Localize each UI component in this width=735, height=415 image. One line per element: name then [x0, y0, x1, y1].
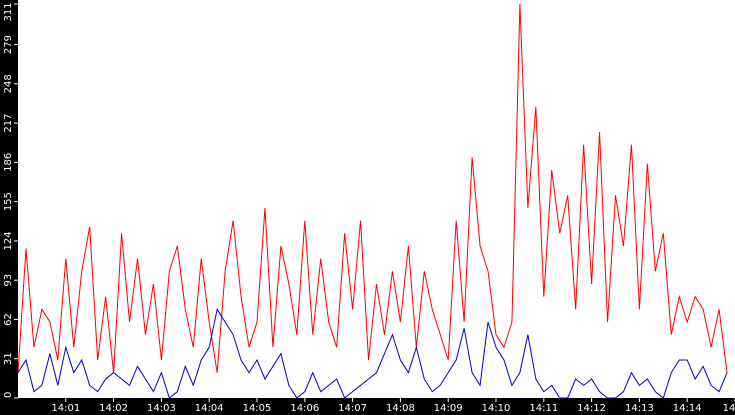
y-tick-label: 311 [3, 2, 14, 21]
x-tick-label: 14:12 [577, 403, 606, 414]
series-line [17, 308, 728, 399]
x-tick-label: 14:05 [243, 403, 272, 414]
x-tick-label: 14:14 [673, 403, 702, 414]
y-tick-label: 93 [3, 274, 14, 287]
x-tick-label: 14:11 [529, 403, 558, 414]
y-tick-label: 279 [3, 35, 14, 54]
x-tick-label: 14:08 [386, 403, 415, 414]
x-tick-label: 14:02 [99, 403, 128, 414]
series-line [17, 3, 728, 373]
x-tick-label: 14:10 [482, 403, 511, 414]
x-tick-label: 14 [723, 403, 735, 414]
x-tick-label: 14:06 [290, 403, 319, 414]
y-tick-label: 248 [3, 74, 14, 93]
y-tick-label: 155 [3, 192, 14, 211]
x-tick-label: 14:13 [625, 403, 654, 414]
x-tick-label: 14:01 [51, 403, 80, 414]
y-tick-label: 0 [3, 392, 14, 398]
x-tick-label: 14:07 [338, 403, 367, 414]
x-tick-label: 14:09 [434, 403, 463, 414]
x-axis-strip [0, 398, 735, 415]
y-tick-label: 62 [3, 313, 14, 326]
y-tick-label: 217 [3, 114, 14, 133]
y-tick-label: 124 [3, 231, 14, 250]
x-tick-label: 14:03 [147, 403, 176, 414]
y-axis-strip [0, 0, 18, 415]
x-tick-label: 14:04 [195, 403, 224, 414]
y-tick-label: 31 [3, 352, 14, 365]
y-tick-label: 186 [3, 153, 14, 172]
